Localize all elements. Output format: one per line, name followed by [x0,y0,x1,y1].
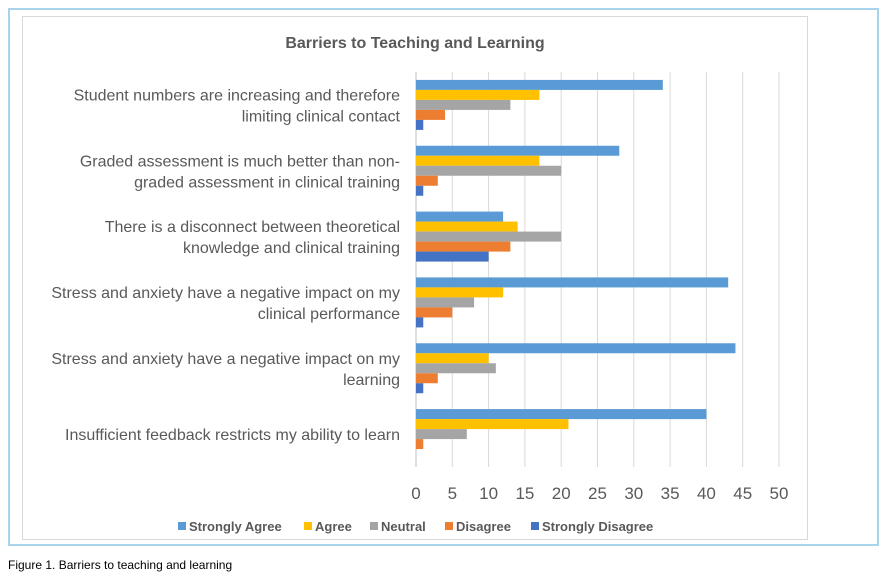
x-tick-label: 25 [588,484,607,503]
bar [416,297,475,308]
bar [416,287,504,298]
x-tick-label: 15 [515,484,534,503]
bar [416,211,504,222]
bar [416,363,496,374]
legend-label: Agree [315,519,352,534]
bar [416,241,511,252]
category-label-line: Student numbers are increasing and there… [74,87,401,104]
bar [416,251,489,262]
bar [416,175,438,186]
legend-swatch [445,522,453,530]
gridlines [415,72,780,467]
bars [416,79,736,450]
bar [416,99,511,110]
bar [416,383,424,394]
category-label-line: clinical performance [258,306,400,323]
category-label-line: Stress and anxiety have a negative impac… [51,285,400,302]
x-tick-label: 45 [733,484,752,503]
category-label-line: There is a disconnect between theoretica… [105,219,400,236]
category-labels: Student numbers are increasing and there… [51,87,400,444]
x-tick-labels: 0 5 10 15 20 25 30 35 40 45 50 [411,484,788,503]
bar [416,439,424,450]
category-label: Student numbers are increasing and there… [74,87,401,125]
bar [416,155,540,166]
legend-label: Strongly Disagree [542,519,653,534]
legend-swatch [370,522,378,530]
chart-title: Barriers to Teaching and Learning [285,35,544,52]
bar [416,89,540,100]
x-tick-label: 5 [448,484,457,503]
legend-swatch [178,522,186,530]
x-tick-label: 50 [770,484,789,503]
category-label-line: limiting clinical contact [242,108,401,125]
bar [416,145,620,156]
category-label: Graded assessment is much better than no… [80,153,400,191]
bar [416,317,424,328]
bar [416,79,663,90]
bar [416,307,453,318]
legend: Strongly Agree Agree Neutral Disagree Strong… [178,519,653,534]
legend-label: Neutral [381,519,426,534]
bar [416,119,424,130]
category-label-line: Stress and anxiety have a negative impac… [51,351,400,368]
bar [416,185,424,196]
x-tick-label: 20 [552,484,571,503]
bar [416,109,446,120]
category-label-line: graded assessment in clinical training [134,174,400,191]
bar [416,221,518,232]
category-label: Stress and anxiety have a negative impac… [51,351,400,389]
bar [416,409,707,420]
figure-frame [8,8,879,546]
x-tick-label: 30 [624,484,643,503]
bar [416,373,438,384]
x-tick-label: 35 [661,484,680,503]
bar [416,419,569,430]
bar [416,165,562,176]
legend-swatch [531,522,539,530]
figure-caption: Figure 1. Barriers to teaching and learn… [8,558,233,572]
category-label-line: learning [343,372,400,389]
category-label: There is a disconnect between theoretica… [105,219,400,257]
x-tick-label: 40 [697,484,716,503]
x-tick-label: 0 [411,484,420,503]
bar [416,429,467,440]
category-label-line: knowledge and clinical training [183,240,400,257]
category-label-line: Insufficient feedback restricts my abili… [65,427,400,444]
x-tick-label: 10 [479,484,498,503]
bar [416,277,729,288]
legend-label: Disagree [456,519,511,534]
category-label: Insufficient feedback restricts my abili… [65,427,400,444]
legend-swatch [304,522,312,530]
bar [416,231,562,242]
bar [416,353,489,364]
legend-label: Strongly Agree [189,519,282,534]
bar [416,343,736,354]
category-label-line: Graded assessment is much better than no… [80,153,400,170]
category-label: Stress and anxiety have a negative impac… [51,285,400,323]
